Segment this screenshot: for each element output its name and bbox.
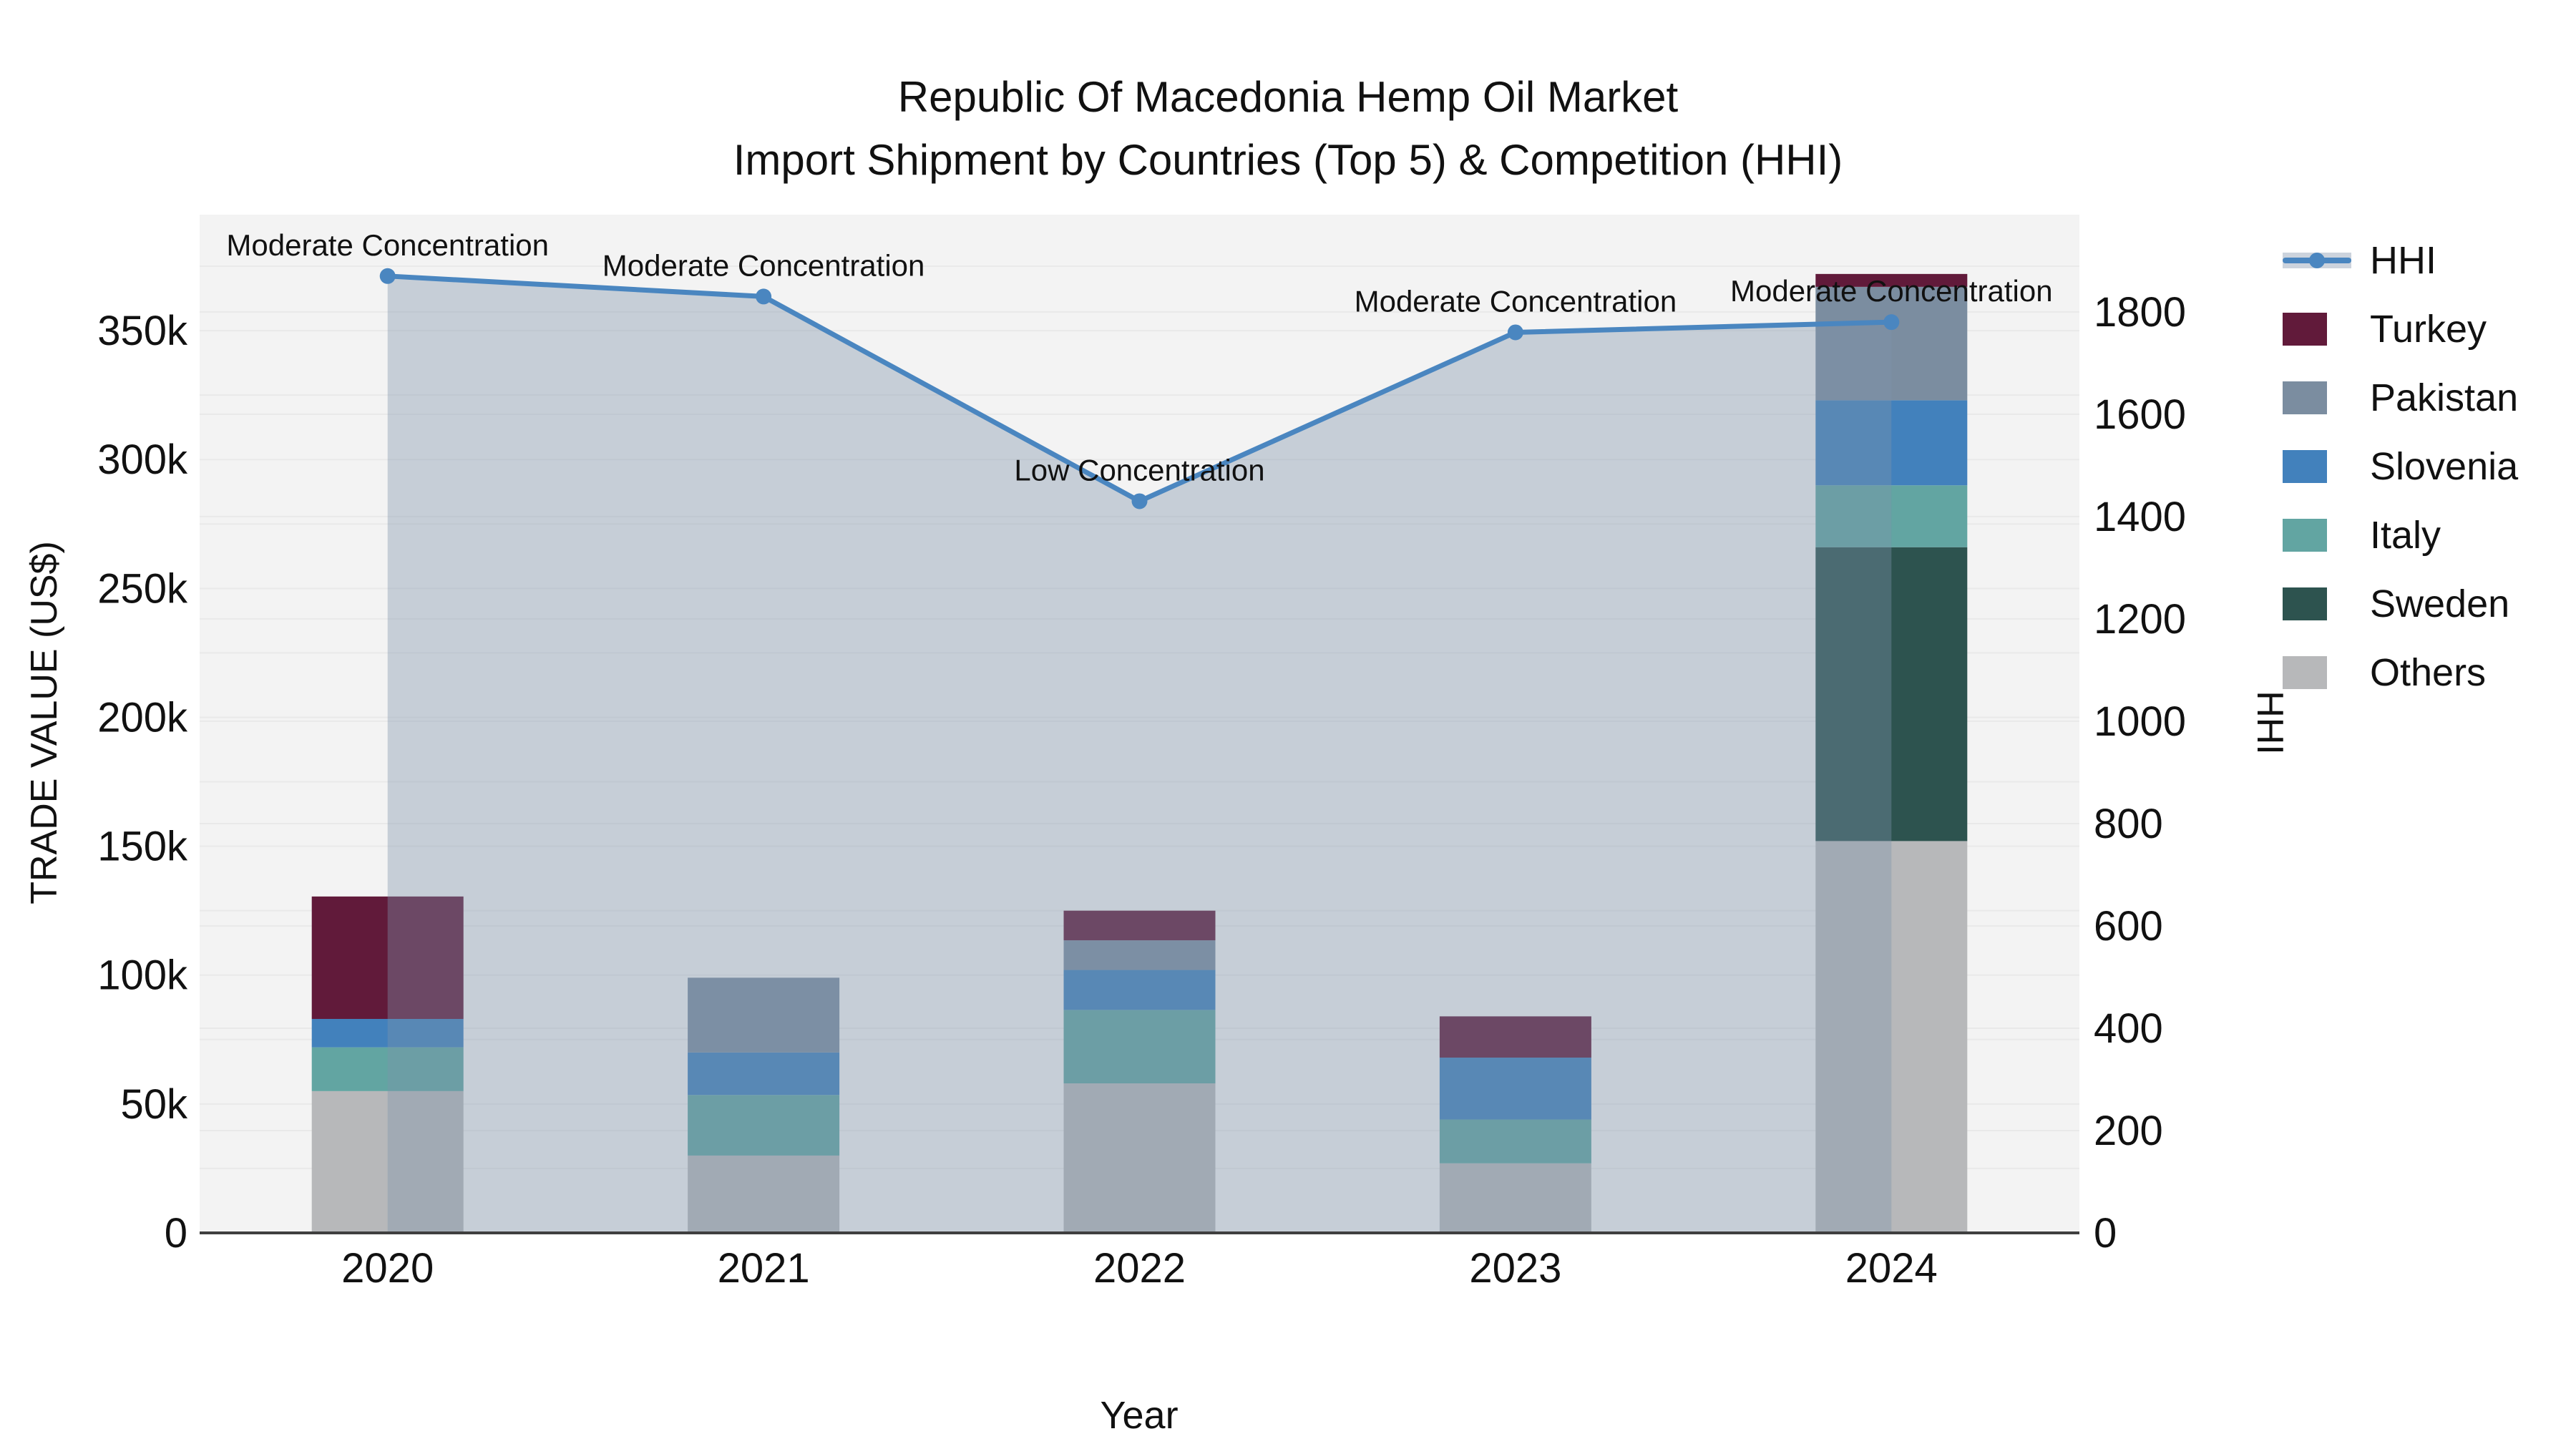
bar-segment-others-2023[interactable] — [1439, 1163, 1591, 1233]
annotation-2021: Moderate Concentration — [602, 248, 925, 282]
x-tick-2021: 2021 — [718, 1245, 810, 1292]
bar-segment-turkey-2020[interactable] — [311, 896, 464, 1019]
legend-item-others[interactable]: Others — [2283, 638, 2518, 707]
y-right-tick-600: 600 — [2094, 903, 2163, 950]
legend-item-slovenia[interactable]: Slovenia — [2283, 432, 2518, 501]
y-right-tick-200: 200 — [2094, 1108, 2163, 1154]
bar-segment-pakistan-2022[interactable] — [1063, 940, 1216, 970]
y-left-tick-150k: 150k — [97, 824, 188, 870]
others-legend-swatch-icon — [2283, 656, 2327, 689]
y-right-tick-400: 400 — [2094, 1005, 2163, 1052]
bar-segment-others-2021[interactable] — [688, 1155, 840, 1233]
y-left-tick-300k: 300k — [97, 436, 188, 483]
y-right-tick-1400: 1400 — [2094, 494, 2186, 540]
y-right-tick-0: 0 — [2094, 1210, 2117, 1257]
annotation-2020: Moderate Concentration — [226, 228, 549, 262]
x-tick-2023: 2023 — [1469, 1245, 1561, 1292]
bar-segment-others-2022[interactable] — [1063, 1083, 1216, 1233]
legend-label-hhi: HHI — [2370, 239, 2436, 282]
y-left-tick-50k: 50k — [120, 1081, 188, 1128]
bar-segment-italy-2020[interactable] — [311, 1047, 464, 1091]
annotation-2022: Low Concentration — [1014, 453, 1264, 487]
legend-item-turkey[interactable]: Turkey — [2283, 295, 2518, 364]
hhi-marker-2020[interactable] — [379, 268, 396, 284]
hhi-marker-2021[interactable] — [756, 288, 772, 305]
slovenia-legend-swatch-icon — [2283, 450, 2327, 483]
x-tick-2020: 2020 — [341, 1245, 434, 1292]
bar-segment-italy-2024[interactable] — [1815, 485, 1968, 547]
bar-segment-others-2020[interactable] — [311, 1091, 464, 1233]
hhi-area-fill — [387, 275, 1892, 1233]
bar-segment-italy-2021[interactable] — [688, 1095, 840, 1156]
legend-item-hhi[interactable]: HHI — [2283, 226, 2518, 295]
legend-label-pakistan: Pakistan — [2370, 376, 2519, 419]
legend-label-others: Others — [2370, 651, 2487, 694]
bar-segment-slovenia-2021[interactable] — [688, 1052, 840, 1096]
hhi-marker-2024[interactable] — [1883, 314, 1900, 331]
bar-segment-turkey-2023[interactable] — [1439, 1016, 1591, 1058]
hhi-marker-2023[interactable] — [1507, 324, 1523, 341]
x-tick-2024: 2024 — [1845, 1245, 1938, 1292]
legend-label-slovenia: Slovenia — [2370, 445, 2519, 488]
legend-item-pakistan[interactable]: Pakistan — [2283, 364, 2518, 432]
bar-segment-slovenia-2023[interactable] — [1439, 1058, 1591, 1120]
sweden-legend-swatch-icon — [2283, 587, 2327, 620]
pakistan-legend-swatch-icon — [2283, 381, 2327, 414]
bar-segment-italy-2022[interactable] — [1063, 1010, 1216, 1084]
bar-segment-turkey-2024[interactable] — [1815, 273, 1968, 287]
turkey-legend-swatch-icon — [2283, 313, 2327, 346]
chart-title-line2: Import Shipment by Countries (Top 5) & C… — [733, 136, 1843, 184]
y-left-tick-200k: 200k — [97, 694, 188, 741]
hhi-marker-2022[interactable] — [1131, 493, 1148, 509]
legend: HHI Turkey Pakistan Slovenia Italy Sweden Othe… — [2283, 226, 2518, 707]
y-right-tick-1600: 1600 — [2094, 391, 2186, 438]
y-left-tick-100k: 100k — [97, 952, 188, 999]
x-tick-2022: 2022 — [1093, 1245, 1186, 1292]
chart-title: Republic Of Macedonia Hemp Oil Market Im… — [0, 66, 2576, 192]
annotation-2024: Moderate Concentration — [1730, 274, 2053, 308]
y-right-tick-1800: 1800 — [2094, 289, 2186, 336]
y-left-tick-350k: 350k — [97, 308, 188, 354]
legend-item-italy[interactable]: Italy — [2283, 501, 2518, 570]
italy-legend-swatch-icon — [2283, 519, 2327, 552]
chart-title-line1: Republic Of Macedonia Hemp Oil Market — [897, 73, 1679, 121]
bar-segment-pakistan-2024[interactable] — [1815, 286, 1968, 401]
legend-label-sweden: Sweden — [2370, 582, 2510, 625]
y-left-tick-250k: 250k — [97, 565, 188, 612]
bar-segment-pakistan-2021[interactable] — [688, 977, 840, 1053]
y-right-tick-800: 800 — [2094, 801, 2163, 847]
legend-label-turkey: Turkey — [2370, 308, 2487, 351]
bar-segment-slovenia-2020[interactable] — [311, 1018, 464, 1048]
y-left-tick-0: 0 — [165, 1210, 187, 1257]
bar-segment-slovenia-2022[interactable] — [1063, 970, 1216, 1010]
legend-label-italy: Italy — [2370, 514, 2441, 557]
bar-segment-others-2024[interactable] — [1815, 841, 1968, 1233]
y-right-tick-1200: 1200 — [2094, 596, 2186, 643]
annotation-2023: Moderate Concentration — [1355, 284, 1677, 318]
hhi-legend-sample-icon — [2283, 244, 2351, 277]
bar-segment-italy-2023[interactable] — [1439, 1119, 1591, 1163]
bar-segment-slovenia-2024[interactable] — [1815, 400, 1968, 486]
bar-segment-turkey-2022[interactable] — [1063, 910, 1216, 941]
bar-segment-sweden-2024[interactable] — [1815, 547, 1968, 841]
legend-item-sweden[interactable]: Sweden — [2283, 570, 2518, 638]
y-right-tick-1000: 1000 — [2094, 698, 2186, 745]
